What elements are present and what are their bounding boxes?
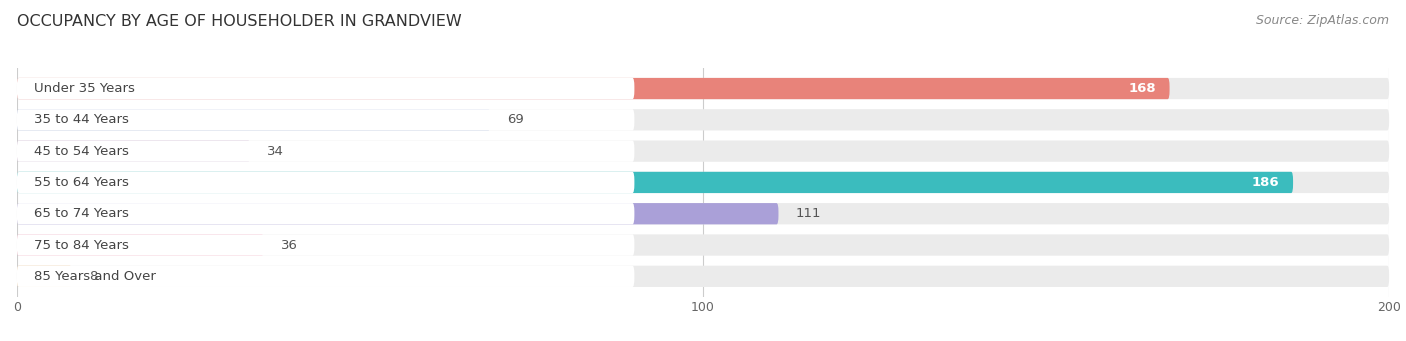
FancyBboxPatch shape — [17, 172, 1389, 193]
Text: Under 35 Years: Under 35 Years — [34, 82, 135, 95]
FancyBboxPatch shape — [17, 78, 634, 99]
Text: Source: ZipAtlas.com: Source: ZipAtlas.com — [1256, 14, 1389, 27]
Text: 186: 186 — [1251, 176, 1279, 189]
FancyBboxPatch shape — [17, 266, 72, 287]
Text: 69: 69 — [508, 113, 524, 126]
FancyBboxPatch shape — [17, 140, 634, 162]
FancyBboxPatch shape — [17, 203, 779, 224]
FancyBboxPatch shape — [17, 234, 264, 256]
FancyBboxPatch shape — [17, 172, 634, 193]
FancyBboxPatch shape — [17, 140, 250, 162]
FancyBboxPatch shape — [17, 109, 634, 131]
FancyBboxPatch shape — [17, 266, 1389, 287]
FancyBboxPatch shape — [17, 203, 1389, 224]
FancyBboxPatch shape — [17, 266, 634, 287]
FancyBboxPatch shape — [17, 140, 1389, 162]
Text: 45 to 54 Years: 45 to 54 Years — [34, 145, 129, 158]
Text: 35 to 44 Years: 35 to 44 Years — [34, 113, 129, 126]
Text: 65 to 74 Years: 65 to 74 Years — [34, 207, 129, 220]
FancyBboxPatch shape — [17, 234, 1389, 256]
Text: 8: 8 — [89, 270, 97, 283]
FancyBboxPatch shape — [17, 78, 1170, 99]
FancyBboxPatch shape — [17, 172, 1294, 193]
FancyBboxPatch shape — [17, 78, 1389, 99]
FancyBboxPatch shape — [17, 203, 634, 224]
Text: 75 to 84 Years: 75 to 84 Years — [34, 239, 129, 252]
Text: 111: 111 — [796, 207, 821, 220]
Text: OCCUPANCY BY AGE OF HOUSEHOLDER IN GRANDVIEW: OCCUPANCY BY AGE OF HOUSEHOLDER IN GRAND… — [17, 14, 461, 29]
Text: 34: 34 — [267, 145, 284, 158]
FancyBboxPatch shape — [17, 234, 634, 256]
FancyBboxPatch shape — [17, 109, 491, 131]
Text: 55 to 64 Years: 55 to 64 Years — [34, 176, 129, 189]
Text: 36: 36 — [281, 239, 298, 252]
FancyBboxPatch shape — [17, 109, 1389, 131]
Text: 85 Years and Over: 85 Years and Over — [34, 270, 156, 283]
Text: 168: 168 — [1128, 82, 1156, 95]
